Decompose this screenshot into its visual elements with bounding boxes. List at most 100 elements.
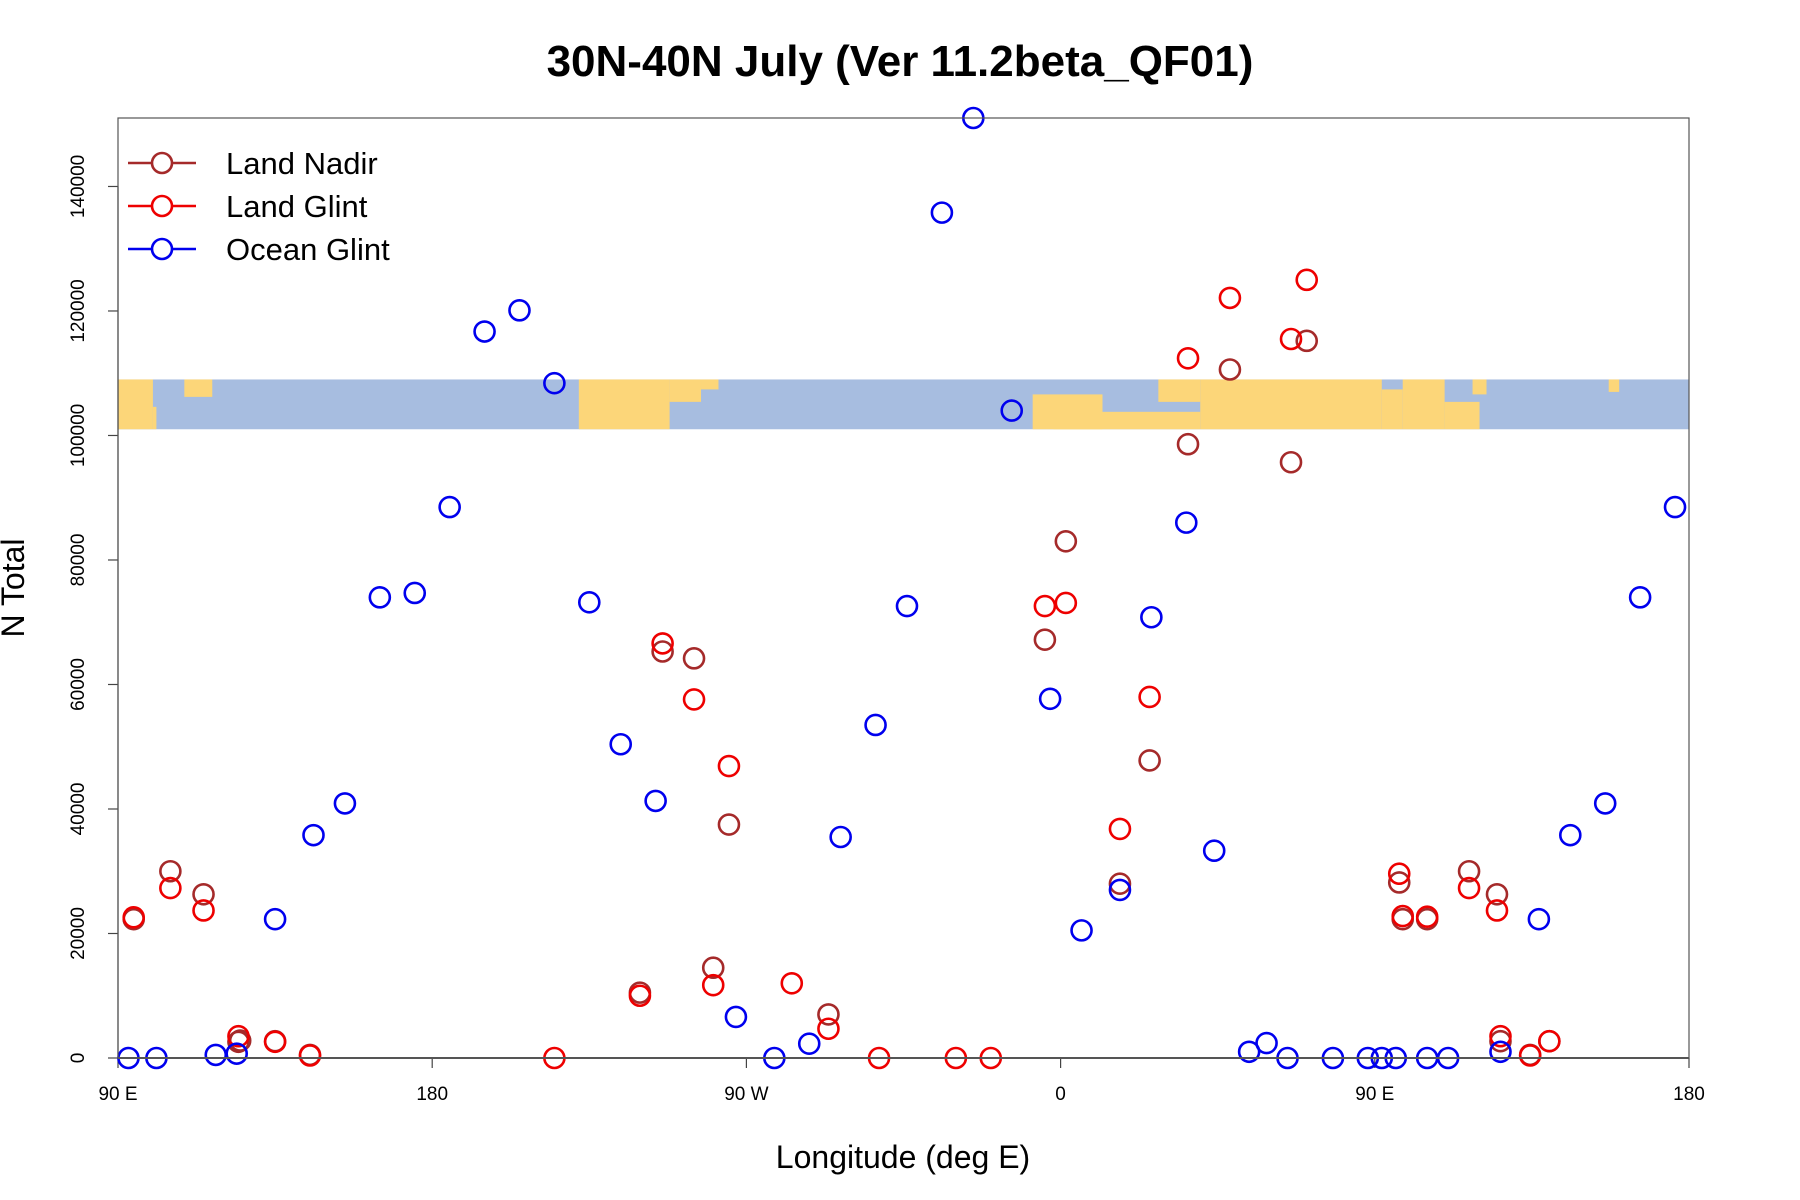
ocean-glint-point [368,586,392,609]
ocean-glint-point [333,792,357,815]
chart-title: 30N-40N July (Ver 11.2beta_QF01) [547,37,1254,86]
land-glint-point [1108,817,1132,841]
map-land [1444,401,1480,430]
ocean-glint-point [1038,687,1062,711]
land-nadir-point [1279,450,1303,474]
land-glint-point [1387,862,1411,886]
y-tick-label: 140000 [68,155,89,218]
plot-frame [117,117,1690,1059]
land-glint-point [122,906,146,929]
ocean-glint-point [1000,399,1024,422]
land-glint-point [1033,594,1057,618]
land-nadir-point [1033,628,1057,651]
land-glint-point [651,632,674,655]
ocean-glint-point [724,1005,748,1029]
ocean-glint-point [864,713,887,737]
land-glint-point [1054,591,1078,615]
y-tick-label: 120000 [68,279,89,342]
land-glint-point [701,973,725,997]
land-nadir-point [1176,432,1200,456]
land-nadir-point [159,859,182,883]
x-axis-label: Longitude (deg E) [776,1139,1030,1175]
land-glint-point [1295,268,1319,292]
legend: Land Nadir Land Glint Ocean Glint [128,146,390,267]
ocean-glint-point [1140,605,1163,629]
land-glint-point [1518,1044,1542,1067]
land-glint-point [628,984,652,1008]
map-land [1381,389,1403,430]
y-axis: 0 20000 40000 60000 80000 100000 120000 140000 [68,155,119,1064]
land-glint-point [192,899,215,922]
ocean-glint-point [1202,839,1226,863]
x-tick-label: 180 [416,1084,448,1105]
y-tick-label: 80000 [68,534,89,587]
land-nadir-point [682,647,706,670]
ocean-glint-point [1663,495,1687,519]
map-land [1158,379,1201,402]
world-map-strip [118,379,1689,430]
land-glint-point [1415,905,1439,928]
land-nadir-point [1108,872,1132,895]
land-glint-point [1489,1024,1512,1048]
ocean-glint-point [1070,919,1093,942]
map-land [1472,379,1487,395]
legend-marker-land-nadir [150,151,174,175]
land-glint-point [1218,286,1242,310]
x-tick-label: 90 W [724,1084,768,1105]
ocean-glint-point [1174,511,1198,534]
land-glint-point [1391,904,1415,928]
land-glint-point [780,971,804,995]
land-glint-point [159,876,182,900]
land-nadir-point [701,956,725,980]
land-glint-point [298,1044,322,1067]
ocean-glint-point [204,1043,228,1067]
ocean-glint-point [403,581,427,605]
ocean-glint-point [1593,792,1617,815]
ocean-glint-point [302,823,325,847]
map-land [1053,411,1201,430]
land-glint-point [682,688,706,711]
y-tick-label: 0 [68,1053,89,1064]
y-tick-label: 40000 [68,783,89,836]
x-axis: 90 E 180 90 W 0 90 E 180 [98,1057,1705,1105]
ocean-glint-point [895,594,919,618]
legend-marker-land-glint [150,194,174,218]
ocean-glint-point [225,1042,248,1065]
land-glint-point [1538,1029,1561,1053]
land-glint-point [1176,346,1200,370]
map-land [184,379,213,397]
y-tick-label: 20000 [68,907,89,960]
ocean-glint-point [473,320,496,343]
legend-label-land-nadir: Land Nadir [226,146,378,181]
legend-label-ocean-glint: Ocean Glint [226,232,390,267]
land-glint-point [717,754,741,778]
land-nadir-point [717,813,741,836]
map-land [1200,379,1382,430]
land-glint-point [227,1024,250,1048]
ocean-glint-point [1527,907,1551,931]
land-nadir-point [1295,329,1319,353]
land-glint-point [1138,685,1161,709]
land-nadir-point [192,882,215,906]
legend-label-land-glint: Land Glint [226,189,368,224]
ocean-glint-point [797,1032,821,1055]
ocean-glint-point [543,371,566,395]
ocean-glint-point [263,907,287,931]
land-glint-point [1485,899,1509,922]
ocean-glint-point [508,299,531,322]
land-nadir-point [1457,859,1481,883]
ocean-glint-point [1108,878,1132,902]
x-tick-label: 90 E [1355,1084,1394,1105]
map-land [669,379,702,402]
ocean-glint-point [1559,823,1582,847]
land-glint-point [1457,876,1481,900]
ocean-glint-point [1255,1031,1278,1055]
x-tick-label: 0 [1055,1084,1066,1105]
ocean-glint-point [609,732,633,756]
land-glint-point [263,1030,287,1054]
land-glint-point [817,1017,840,1041]
land-nadir-point [651,640,674,663]
ocean-glint-point [829,825,852,849]
land-nadir-point [817,1003,840,1026]
